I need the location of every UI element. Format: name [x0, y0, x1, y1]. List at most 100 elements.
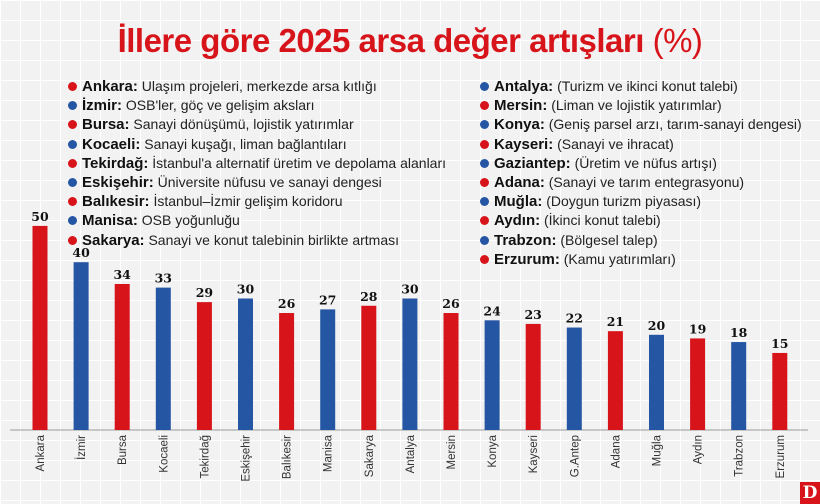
category-label: Konya [487, 434, 499, 467]
publisher-logo: D [800, 482, 820, 504]
legend-item: Manisa: OSB yoğunluğu [68, 211, 446, 230]
data-label: 40 [72, 245, 90, 260]
bar [566, 327, 582, 430]
legend-item: Muğla: (Doygun turizm piyasası) [480, 192, 802, 211]
chart-title: İllere göre 2025 arsa değer artışları (%… [0, 22, 820, 60]
data-label: 26 [278, 296, 296, 311]
legend-city: Manisa: [82, 212, 138, 230]
data-label: 21 [607, 314, 624, 329]
legend-dot-icon [68, 158, 77, 168]
legend-reason: (Üretim ve nüfus artışı) [574, 154, 717, 171]
bar [525, 323, 541, 430]
legend-reason: (Kamu yatırımları) [563, 250, 676, 267]
bar [155, 287, 171, 430]
legend-reason: İstanbul–İzmir gelişim koridoru [153, 193, 343, 210]
legend-reason: (Bölgesel talep) [560, 231, 658, 248]
legend-reason: (Geniş parsel arzı, tarım-sanayi dengesi… [548, 116, 802, 133]
legend-item: Bursa: Sanayi dönüşümü, lojistik yatırım… [68, 115, 446, 134]
data-label: 18 [730, 325, 748, 340]
bar [484, 320, 500, 430]
legend-city: Mersin: [494, 97, 548, 115]
category-label: Adana [610, 434, 622, 468]
legend-dot-icon [68, 120, 77, 130]
legend-city: Erzurum: [494, 250, 560, 268]
bar [649, 334, 664, 430]
category-label: Kocaeli [158, 435, 170, 473]
category-label: Mersin [446, 435, 458, 470]
legend-dot-icon [480, 254, 489, 264]
legend-city: Eskişehir: [82, 173, 154, 191]
bar [320, 309, 336, 430]
category-label: Kayseri [528, 435, 540, 473]
legend-item: Eskişehir: Üniversite nüfusu ve sanayi d… [68, 173, 446, 192]
legend-city: Muğla: [494, 193, 543, 211]
bar [361, 305, 377, 430]
legend-dot-icon [68, 177, 77, 187]
legend-dot-icon [480, 120, 489, 130]
legend-dot-icon [68, 139, 77, 149]
data-label: 15 [771, 336, 788, 351]
bar [607, 331, 623, 430]
legend-city: Sakarya: [82, 231, 145, 249]
legend-dot-icon [480, 158, 489, 168]
legend-reason: (Turizm ve ikinci konut talebi) [557, 78, 738, 94]
legend-item: Balıkesir: İstanbul–İzmir gelişim korido… [68, 192, 446, 211]
legend-item: Gaziantep: (Üretim ve nüfus artışı) [480, 154, 802, 173]
bar [731, 342, 747, 430]
category-label: Sakarya [364, 434, 376, 477]
data-label: 23 [524, 307, 541, 322]
legend-dot-icon [68, 216, 77, 226]
data-label: 33 [155, 271, 172, 286]
legend-item: Konya: (Geniş parsel arzı, tarım-sanayi … [480, 115, 802, 134]
legend-dot-icon [480, 82, 489, 91]
legend-city: Aydın: [494, 212, 541, 230]
category-label: Muğla [652, 434, 664, 466]
legend-city: Adana: [494, 173, 545, 191]
legend-reason: Sanayi kuşağı, liman bağlantıları [144, 135, 347, 152]
legend-city: Trabzon: [494, 231, 557, 249]
legend-city: Antalya: [494, 78, 554, 95]
legend-reason: Üniversite nüfusu ve sanayi dengesi [157, 173, 382, 190]
legend-right: Antalya: (Turizm ve ikinci konut talebi)… [480, 77, 802, 269]
legend-dot-icon [480, 177, 489, 187]
data-label: 29 [196, 285, 213, 300]
legend-item: Mersin: (Liman ve lojistik yatırımlar) [480, 96, 802, 115]
category-label: Manisa [323, 434, 335, 472]
legend-city: Konya: [494, 116, 545, 134]
legend-city: Ankara: [82, 78, 138, 95]
bar [772, 352, 788, 430]
legend-dot-icon [480, 216, 489, 226]
legend-city: Kayseri: [494, 135, 554, 153]
category-label: Tekirdağ [199, 435, 211, 478]
data-label: 27 [319, 292, 336, 307]
data-label: 50 [31, 209, 49, 224]
legend-dot-icon [68, 235, 77, 245]
legend-reason: Sanayi dönüşümü, lojistik yatırımlar [133, 116, 354, 133]
legend-dot-icon [480, 139, 489, 149]
bar [402, 298, 418, 430]
legend-city: Balıkesir: [82, 193, 150, 211]
data-label: 28 [360, 289, 378, 304]
legend-city: Kocaeli: [82, 135, 141, 153]
legend-dot-icon [68, 197, 77, 207]
legend-city: İzmir: [82, 97, 123, 115]
bar [690, 338, 706, 430]
legend-reason: (Liman ve lojistik yatırımlar) [551, 97, 722, 114]
legend-reason: OSB yoğunluğu [141, 212, 240, 229]
legend-item: İzmir: OSB'ler, göç ve gelişim aksları [68, 96, 446, 115]
category-label: Erzurum [775, 435, 787, 478]
legend-reason: Sanayi ve konut talebinin birlikte artma… [148, 231, 400, 248]
title-text: İllere göre 2025 arsa değer artışları [117, 22, 645, 59]
legend-dot-icon [480, 197, 489, 207]
data-label: 24 [483, 303, 501, 318]
legend-city: Bursa: [82, 116, 130, 134]
legend-reason: (Doygun turizm piyasası) [546, 193, 702, 210]
data-label: 30 [237, 282, 255, 297]
category-label: İzmir [75, 435, 88, 460]
legend-reason: (Sanayi ve tarım entegrasyonu) [548, 173, 745, 190]
title-unit: (%) [652, 22, 703, 59]
legend-dot-icon [68, 82, 77, 91]
bar [114, 283, 130, 430]
legend-city: Gaziantep: [494, 154, 571, 172]
legend-item: Tekirdağ: İstanbul'a alternatif üretim v… [68, 154, 446, 173]
